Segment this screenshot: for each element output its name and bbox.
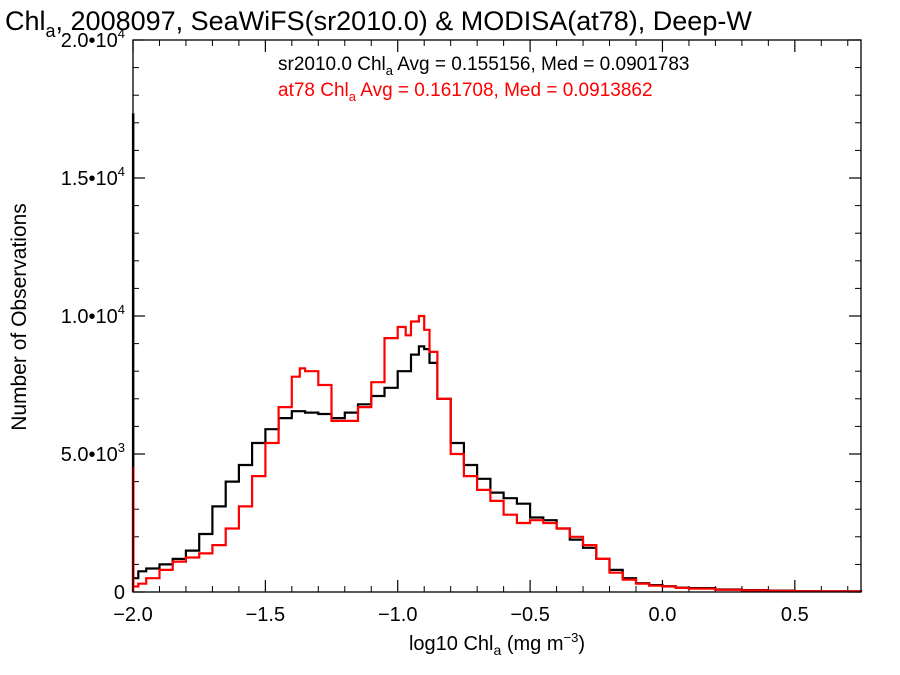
chart-title: Chla, 2008097, SeaWiFS(sr2010.0) & MODIS… — [5, 6, 752, 41]
x-axis-label-sup: −3 — [564, 630, 579, 645]
annotation-red-pre: at78 Chl — [278, 80, 349, 101]
chart-title-post: , 2008097, SeaWiFS(sr2010.0) & MODISA(at… — [56, 6, 753, 36]
annotation-black-pre: sr2010.0 Chl — [278, 54, 386, 75]
series-layer — [131, 113, 863, 593]
x-axis-label-mid: (mg m — [501, 633, 563, 655]
annotation-black-sub: a — [386, 63, 394, 78]
series-line-1 — [131, 314, 863, 593]
x-tick-label: −1.5 — [246, 604, 285, 626]
x-tick-label: −2.0 — [113, 604, 152, 626]
annotation-red-sub: a — [349, 89, 357, 104]
chart-title-pre: Chl — [5, 6, 46, 36]
x-axis-label: log10 Chla (mg m−3) — [409, 630, 585, 658]
annotation-red-post: Avg = 0.161708, Med = 0.0913862 — [356, 80, 653, 101]
annotation-black-post: Avg = 0.155156, Med = 0.0901783 — [393, 54, 690, 75]
plot-frame — [132, 39, 862, 593]
series-line-0 — [131, 113, 863, 593]
x-axis-label-sub: a — [494, 642, 502, 658]
y-tick-label: 2.0•104 — [61, 26, 125, 52]
chart-title-sub: a — [46, 21, 57, 41]
y-axis-label: Number of Observations — [8, 203, 31, 431]
x-tick-label: −0.5 — [510, 604, 549, 626]
annotation-black: sr2010.0 Chla Avg = 0.155156, Med = 0.09… — [278, 54, 689, 78]
x-axis-label-post: ) — [578, 633, 585, 655]
y-tick-label: 5.0•103 — [61, 440, 125, 466]
y-tick-label: 1.5•104 — [61, 164, 125, 190]
y-tick-label: 1.0•104 — [61, 302, 125, 328]
annotation-red: at78 Chla Avg = 0.161708, Med = 0.091386… — [278, 80, 653, 104]
x-axis-label-pre: log10 Chl — [409, 633, 494, 655]
x-tick-label: 0.5 — [781, 604, 809, 626]
axis-ticks: −2.0 −1.5 −1.0 −0.5 0.0 0.5 0 5.0•103 1.0•104 1.5… — [61, 26, 861, 626]
x-tick-label: −1.0 — [378, 604, 417, 626]
y-tick-label: 0 — [114, 582, 125, 604]
x-tick-label: 0.0 — [649, 604, 677, 626]
